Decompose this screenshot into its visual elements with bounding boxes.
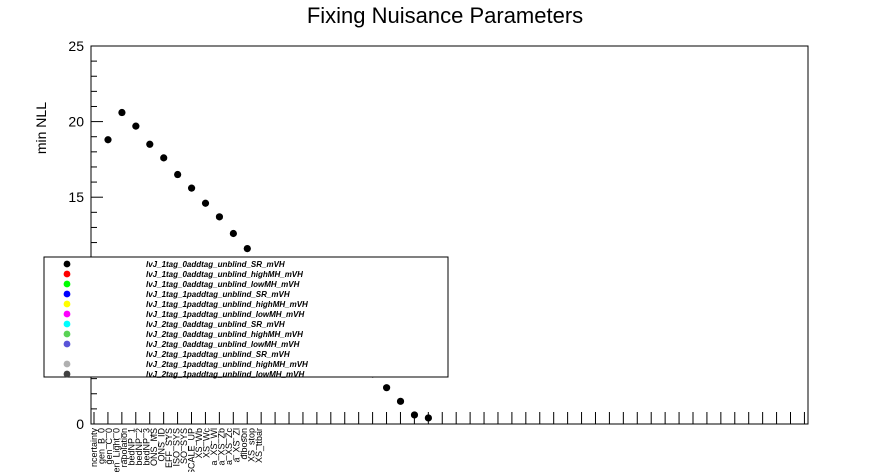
legend-marker — [63, 290, 71, 298]
data-point — [132, 122, 140, 130]
legend-marker — [63, 340, 71, 348]
legend-label: lvJ_2tag_0addtag_unblind_lowMH_mVH — [146, 340, 300, 349]
legend-marker — [63, 270, 71, 278]
legend-marker — [63, 300, 71, 308]
axes: 0510152025ncertaintygen_B_0gen_C_0gen_Li… — [68, 38, 805, 472]
x-category-label: bedNP_1 — [127, 428, 137, 466]
legend-label: lvJ_2tag_0addtag_unblind_highMH_mVH — [146, 330, 303, 339]
data-point — [146, 140, 154, 148]
y-tick-label: 0 — [76, 416, 84, 432]
legend-label: lvJ_1tag_1paddtag_unblind_highMH_mVH — [146, 300, 308, 309]
x-category-label: rapolation — [119, 428, 129, 468]
x-category-label: XS_Wb — [194, 428, 204, 459]
legend-marker — [63, 350, 71, 358]
legend-label: lvJ_1tag_0addtag_unblind_lowMH_mVH — [146, 280, 300, 289]
x-category-label: a_XS_Zc — [224, 428, 234, 466]
legend-box — [43, 256, 449, 378]
x-category-label: gen_Light_0 — [112, 428, 122, 472]
x-category-label: XS_Wc — [202, 428, 212, 459]
legend-label: lvJ_1tag_1paddtag_unblind_lowMH_mVH — [146, 310, 304, 319]
legend-label: lvJ_2tag_0addtag_unblind_SR_mVH — [146, 320, 285, 329]
x-category-label: SO_SYS — [179, 428, 189, 464]
x-category-label: gen_B_0 — [97, 428, 107, 464]
x-category-label: ONS_MS — [149, 428, 159, 466]
y-tick-label: 20 — [68, 114, 84, 130]
x-category-label: a_XS_Zl — [232, 428, 242, 463]
data-point — [383, 384, 391, 392]
legend-label: lvJ_2tag_1paddtag_unblind_highMH_mVH — [146, 360, 308, 369]
data-point — [410, 411, 419, 419]
y-tick-label: 25 — [68, 38, 84, 54]
legend-marker — [63, 330, 71, 338]
x-category-label: a_XS_Zb — [217, 428, 227, 466]
x-category-label: gen_C_0 — [104, 428, 114, 465]
legend: lvJ_1tag_0addtag_unblind_SR_mVHlvJ_1tag_… — [43, 256, 449, 379]
x-category-label: bedNP_3 — [142, 428, 152, 466]
data-point — [229, 229, 237, 238]
x-category-label: ONS_ID — [157, 428, 167, 462]
legend-marker — [63, 280, 71, 288]
legend-marker — [63, 320, 71, 328]
data-point — [424, 414, 432, 422]
legend-label: lvJ_2tag_1paddtag_unblind_SR_mVH — [146, 350, 290, 359]
legend-marker — [63, 370, 71, 378]
data-point — [104, 136, 112, 144]
data-point — [201, 199, 210, 207]
plot-frame — [90, 45, 809, 425]
x-category-label: diboson — [239, 428, 249, 460]
y-tick-label: 15 — [68, 189, 84, 205]
x-category-label: ncertainty — [89, 428, 99, 468]
legend-marker — [63, 260, 71, 268]
x-category-label: EFF_SYS — [164, 428, 174, 468]
legend-label: lvJ_1tag_1paddtag_unblind_SR_mVH — [146, 290, 290, 299]
data-point — [160, 154, 168, 162]
data-point — [215, 213, 224, 221]
data-point — [174, 170, 182, 179]
chart-title: Fixing Nuisance Parameters — [307, 3, 583, 28]
x-category-label: XS_stop — [247, 428, 257, 462]
x-category-label: ISO_SYS — [172, 428, 182, 467]
data-point — [118, 108, 126, 117]
data-point — [187, 184, 196, 192]
legend-label: lvJ_2tag_1paddtag_unblind_lowMH_mVH — [146, 370, 304, 379]
x-category-label: XS_ttbar — [254, 428, 264, 463]
data-point — [243, 245, 251, 253]
legend-label: lvJ_1tag_0addtag_unblind_highMH_mVH — [146, 270, 303, 279]
y-axis-label: min NLL — [33, 102, 49, 154]
legend-marker — [63, 360, 71, 368]
data-point — [396, 397, 405, 405]
legend-label: lvJ_1tag_0addtag_unblind_SR_mVH — [146, 260, 285, 269]
x-category-label: SCALE_UP — [187, 428, 197, 472]
x-category-label: bedNP_2 — [134, 428, 144, 466]
x-category-label: a_XS_Wl — [209, 428, 219, 466]
legend-marker — [63, 310, 71, 318]
